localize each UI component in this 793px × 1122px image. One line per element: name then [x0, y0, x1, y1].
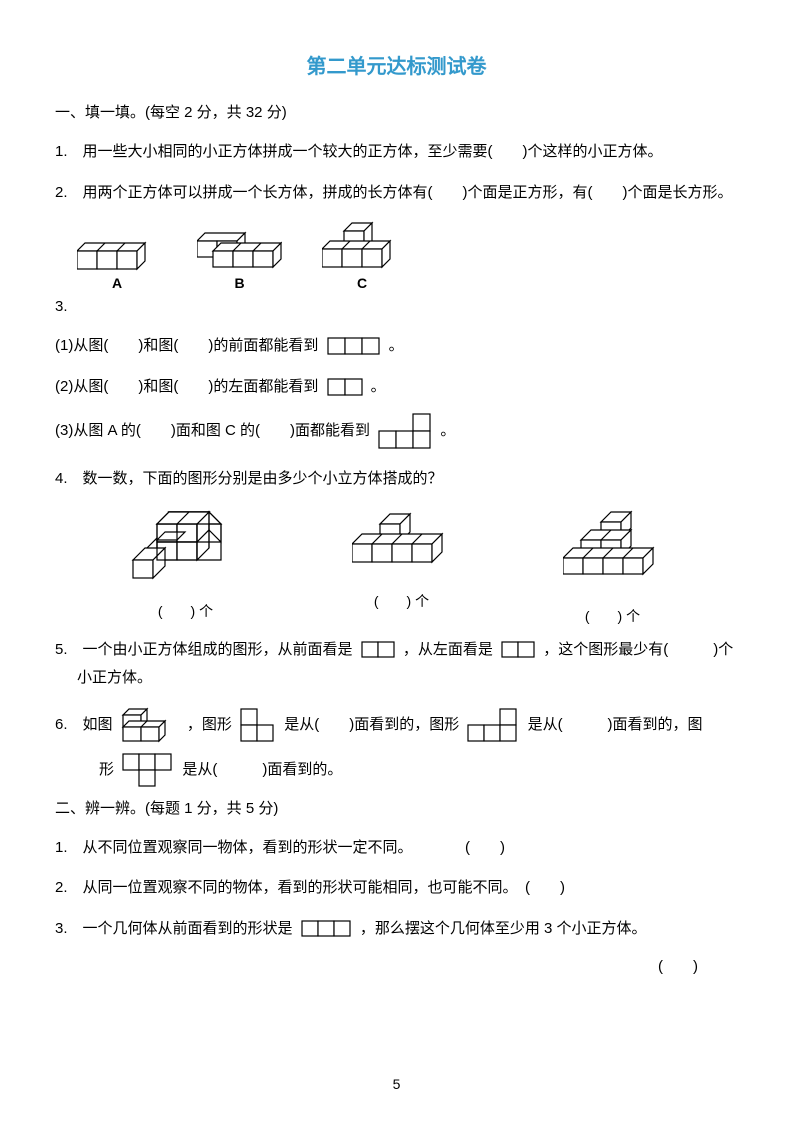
- q4-figure-3: [563, 508, 663, 593]
- grid-2x1-icon: [361, 641, 395, 658]
- q4-figures: ( ) 个 ( ) 个: [75, 508, 718, 626]
- grid-3x1-icon: [301, 920, 352, 937]
- page-number: 5: [0, 1076, 793, 1092]
- s2-question-1: 1. 从不同位置观察同一物体，看到的形状一定不同。 ( ): [55, 834, 738, 863]
- question-4: 4. 数一数，下面的图形分别是由多少个小立方体搭成的？: [55, 465, 738, 494]
- section1-header: 一、填一填。(每空 2 分，共 32 分): [55, 99, 738, 126]
- s2-question-3: 3. 一个几何体从前面看到的形状是 ，那么摆这个几何体至少用 3 个小正方体。: [55, 915, 738, 944]
- l-shape-left-icon: [240, 708, 276, 742]
- cube-label-c: C: [357, 275, 367, 291]
- q3-sub1: (1)从图( )和图( )的前面都能看到 。: [55, 332, 738, 361]
- s2-question-2: 2. 从同一位置观察不同的物体，看到的形状可能相同，也可能不同。 ( ): [55, 874, 738, 903]
- q3-sub2: (2)从图( )和图( )的左面都能看到 。: [55, 373, 738, 402]
- cube-label-a: A: [112, 275, 122, 291]
- page-title: 第二单元达标测试卷: [55, 50, 738, 79]
- question-2: 2. 用两个正方体可以拼成一个长方体，拼成的长方体有( )个面是正方形，有( )…: [55, 179, 738, 208]
- q4-caption-1: ( ) 个: [131, 601, 241, 621]
- t-shape-icon: [122, 753, 174, 787]
- q4-figure-1: [131, 508, 241, 588]
- q3-sub3: (3)从图 A 的( )面和图 C 的( )面都能看到 。: [55, 413, 738, 449]
- question-1: 1. 用一些大小相同的小正方体拼成一个较大的正方体，至少需要( )个这样的小正方…: [55, 138, 738, 167]
- question-5: 5. 一个由小正方体组成的图形，从前面看是 ，从左面看是 ，这个图形最少有( )…: [55, 636, 738, 693]
- l-shape-right-icon: [467, 708, 519, 742]
- q4-figure-2: [352, 508, 452, 578]
- question-6-line1: 6. 如图 ，图形 是从( )面看到的，图形 是从( )面看到的，图: [55, 705, 738, 745]
- cube-figure-b: [197, 229, 282, 271]
- q6-3d-icon: [121, 705, 179, 745]
- section2-header: 二、辨一辨。(每题 1 分，共 5 分): [55, 795, 738, 822]
- grid-3x1-icon: [327, 337, 381, 355]
- q4-caption-2: ( ) 个: [352, 591, 452, 611]
- q3-cube-row: A B C: [77, 219, 738, 291]
- cube-figure-a: [77, 231, 157, 271]
- cube-label-b: B: [234, 275, 244, 291]
- cube-figure-c: [322, 219, 402, 271]
- question-6-line2: 形 是从( )面看到的。: [55, 753, 738, 787]
- q3-label: 3.: [55, 293, 738, 320]
- s2-q3-paren: ( ): [55, 955, 738, 976]
- grid-2x1-icon: [327, 378, 363, 396]
- q4-caption-3: ( ) 个: [563, 606, 663, 626]
- l-shape-icon: [378, 413, 432, 449]
- grid-2x1-icon: [501, 641, 535, 658]
